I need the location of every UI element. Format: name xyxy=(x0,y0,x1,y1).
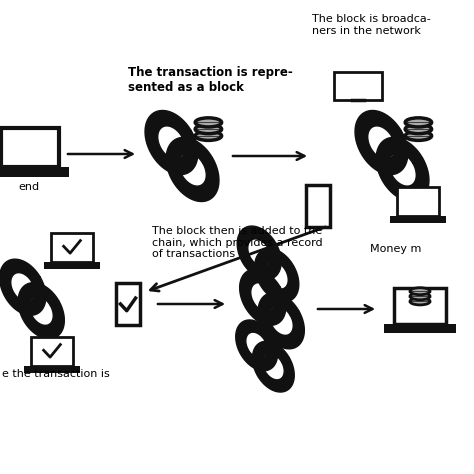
Text: end: end xyxy=(18,182,39,192)
FancyBboxPatch shape xyxy=(393,288,447,324)
Ellipse shape xyxy=(405,131,432,140)
Polygon shape xyxy=(376,137,429,201)
Ellipse shape xyxy=(405,125,432,134)
Polygon shape xyxy=(253,341,294,392)
Polygon shape xyxy=(355,110,408,174)
Polygon shape xyxy=(18,283,64,339)
FancyBboxPatch shape xyxy=(390,216,446,222)
Ellipse shape xyxy=(195,118,222,127)
FancyBboxPatch shape xyxy=(1,128,59,167)
Ellipse shape xyxy=(195,125,222,134)
Polygon shape xyxy=(255,248,299,302)
Polygon shape xyxy=(236,320,278,371)
FancyBboxPatch shape xyxy=(397,187,439,216)
Text: The transaction is repre-
sented as a block: The transaction is repre- sented as a bl… xyxy=(128,66,293,94)
Polygon shape xyxy=(237,226,281,280)
FancyBboxPatch shape xyxy=(44,262,100,269)
FancyBboxPatch shape xyxy=(51,233,93,262)
Ellipse shape xyxy=(195,131,222,140)
FancyBboxPatch shape xyxy=(334,72,382,100)
Polygon shape xyxy=(166,137,219,201)
Ellipse shape xyxy=(405,118,432,127)
FancyBboxPatch shape xyxy=(24,365,80,373)
Ellipse shape xyxy=(410,293,430,300)
Polygon shape xyxy=(0,259,46,315)
Ellipse shape xyxy=(410,288,430,295)
Text: The block is broadca-
ners in the network: The block is broadca- ners in the networ… xyxy=(312,14,431,36)
FancyBboxPatch shape xyxy=(384,324,456,333)
Polygon shape xyxy=(240,269,286,325)
Polygon shape xyxy=(258,293,304,349)
Text: e the transaction is: e the transaction is xyxy=(2,369,110,379)
FancyBboxPatch shape xyxy=(0,167,69,177)
FancyBboxPatch shape xyxy=(307,185,329,227)
Text: Money m: Money m xyxy=(370,244,421,254)
FancyBboxPatch shape xyxy=(31,337,73,365)
Polygon shape xyxy=(145,110,198,174)
FancyBboxPatch shape xyxy=(117,283,139,325)
Ellipse shape xyxy=(410,298,430,305)
Text: The block then is added to the
chain, which provides a record
of transactions: The block then is added to the chain, wh… xyxy=(152,226,323,259)
